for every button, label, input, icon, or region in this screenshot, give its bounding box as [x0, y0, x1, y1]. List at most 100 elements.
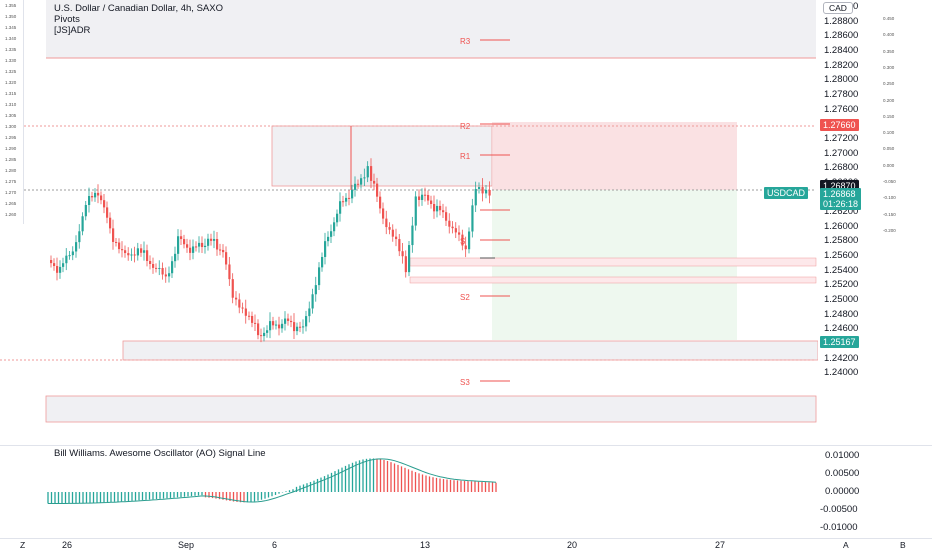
candle-body: [152, 263, 155, 268]
osc-tick: -0.01000: [820, 522, 858, 533]
candle-body: [451, 226, 454, 229]
candle-body: [171, 261, 174, 274]
bar-countdown: 01:26:18: [823, 199, 859, 209]
candle-body: [471, 205, 474, 232]
overlay-tick: 0.200: [883, 97, 895, 103]
candle-body: [385, 218, 388, 228]
symbol-tag: USDCAD: [764, 187, 809, 199]
candle-body: [442, 210, 445, 213]
indicator-adr[interactable]: [JS]ADR: [54, 25, 91, 36]
price-tick: 1.24800: [824, 308, 859, 320]
symbol-title[interactable]: U.S. Dollar / Canadian Dollar, 4h, SAXO: [54, 3, 223, 14]
zoom-button[interactable]: Z: [20, 540, 26, 550]
candle-body: [244, 308, 247, 316]
candle-body: [235, 297, 238, 300]
oscillator-title[interactable]: Bill Williams. Awesome Oscillator (AO) S…: [54, 448, 266, 459]
candle-body: [376, 183, 379, 197]
candle-body: [263, 332, 266, 337]
price-tick: 1.27600: [824, 103, 859, 115]
candle-body: [464, 245, 467, 250]
oscillator-pane[interactable]: [0, 446, 818, 540]
pane-divider[interactable]: [0, 445, 932, 446]
oscillator-axis[interactable]: 0.01000 0.00500 0.00000 -0.00500 -0.01000: [818, 446, 876, 540]
candle-body: [146, 250, 149, 261]
overlay-tick: 1.330: [5, 58, 17, 63]
overlay-tick: 1.275: [5, 179, 17, 184]
candle-body: [219, 249, 222, 251]
candle-body: [478, 187, 481, 189]
overlay-tick: 0.100: [883, 130, 895, 136]
candle-body: [308, 308, 311, 317]
pivot-label-r1: R1: [460, 152, 471, 161]
price-tag-top: 1.27660: [820, 119, 859, 131]
candle-body: [103, 200, 106, 208]
demand-zone: [122, 340, 818, 361]
pivot-band-1: [409, 257, 817, 267]
time-label-1: 26: [62, 540, 73, 550]
short-position-risk[interactable]: [492, 122, 737, 190]
candle-body: [225, 252, 228, 265]
price-tick: 1.27800: [824, 88, 859, 100]
overlay-tick: 0.350: [883, 48, 895, 54]
candle-body: [296, 326, 299, 332]
overlay-tick: -0.200: [883, 227, 896, 233]
candle-body: [287, 318, 290, 321]
candle-body: [421, 194, 424, 200]
candle-body: [248, 315, 251, 317]
candle-body: [311, 294, 314, 309]
candle-body: [314, 285, 317, 295]
candle-body: [231, 279, 234, 298]
b-button[interactable]: B: [900, 540, 906, 550]
overlay-tick: 1.315: [5, 91, 17, 96]
indicator-pivots[interactable]: Pivots: [54, 14, 80, 25]
time-axis[interactable]: Z 26 Sep 6 13 20 27 A B: [0, 538, 932, 550]
candle-body: [84, 205, 87, 217]
overlay-tick: 1.280: [5, 168, 17, 173]
candle-body: [88, 196, 91, 206]
candle-body: [391, 229, 394, 237]
price-tick: 1.26000: [824, 220, 859, 232]
candle-body: [373, 180, 376, 184]
overlay-tick: 1.310: [5, 102, 17, 107]
pivot-label-s2: S2: [460, 293, 470, 302]
candle-body: [299, 326, 302, 328]
candle-body: [357, 183, 360, 185]
candle-body: [448, 220, 451, 227]
overlay-tick: 1.305: [5, 113, 17, 118]
candle-body: [216, 238, 219, 250]
price-tick: 1.28400: [824, 44, 859, 56]
candle-body: [379, 196, 382, 209]
candle-body: [127, 253, 130, 256]
overlay-tick: 0.250: [883, 81, 895, 87]
candle-body: [50, 260, 53, 264]
candle-body: [213, 238, 216, 241]
candle-body: [56, 266, 59, 273]
price-chart[interactable]: [0, 0, 818, 445]
candle-body: [121, 249, 124, 251]
time-label-3: 6: [272, 540, 278, 550]
candle-body: [414, 196, 417, 226]
overlay-tick: 0.450: [883, 16, 895, 21]
candle-body: [195, 246, 198, 248]
candle-body: [100, 195, 103, 201]
candle-body: [53, 263, 56, 267]
candle-body: [327, 236, 330, 242]
chart-legend: U.S. Dollar / Canadian Dollar, 4h, SAXO …: [54, 3, 223, 36]
candle-body: [293, 322, 296, 332]
candle-body: [330, 231, 333, 237]
candle-body: [430, 200, 433, 205]
candle-body: [260, 335, 263, 337]
candle-body: [161, 268, 164, 275]
price-tick: 1.24200: [824, 352, 859, 364]
candle-body: [68, 255, 71, 257]
candle-body: [254, 322, 257, 324]
currency-button[interactable]: CAD: [823, 2, 853, 14]
candle-body: [115, 241, 118, 243]
candle-body: [433, 204, 436, 212]
candle-body: [269, 321, 272, 331]
auto-scale-button[interactable]: A: [843, 540, 849, 550]
candle-body: [168, 273, 171, 277]
candle-body: [342, 201, 345, 203]
candle-body: [401, 251, 404, 257]
candle-body: [228, 264, 231, 280]
